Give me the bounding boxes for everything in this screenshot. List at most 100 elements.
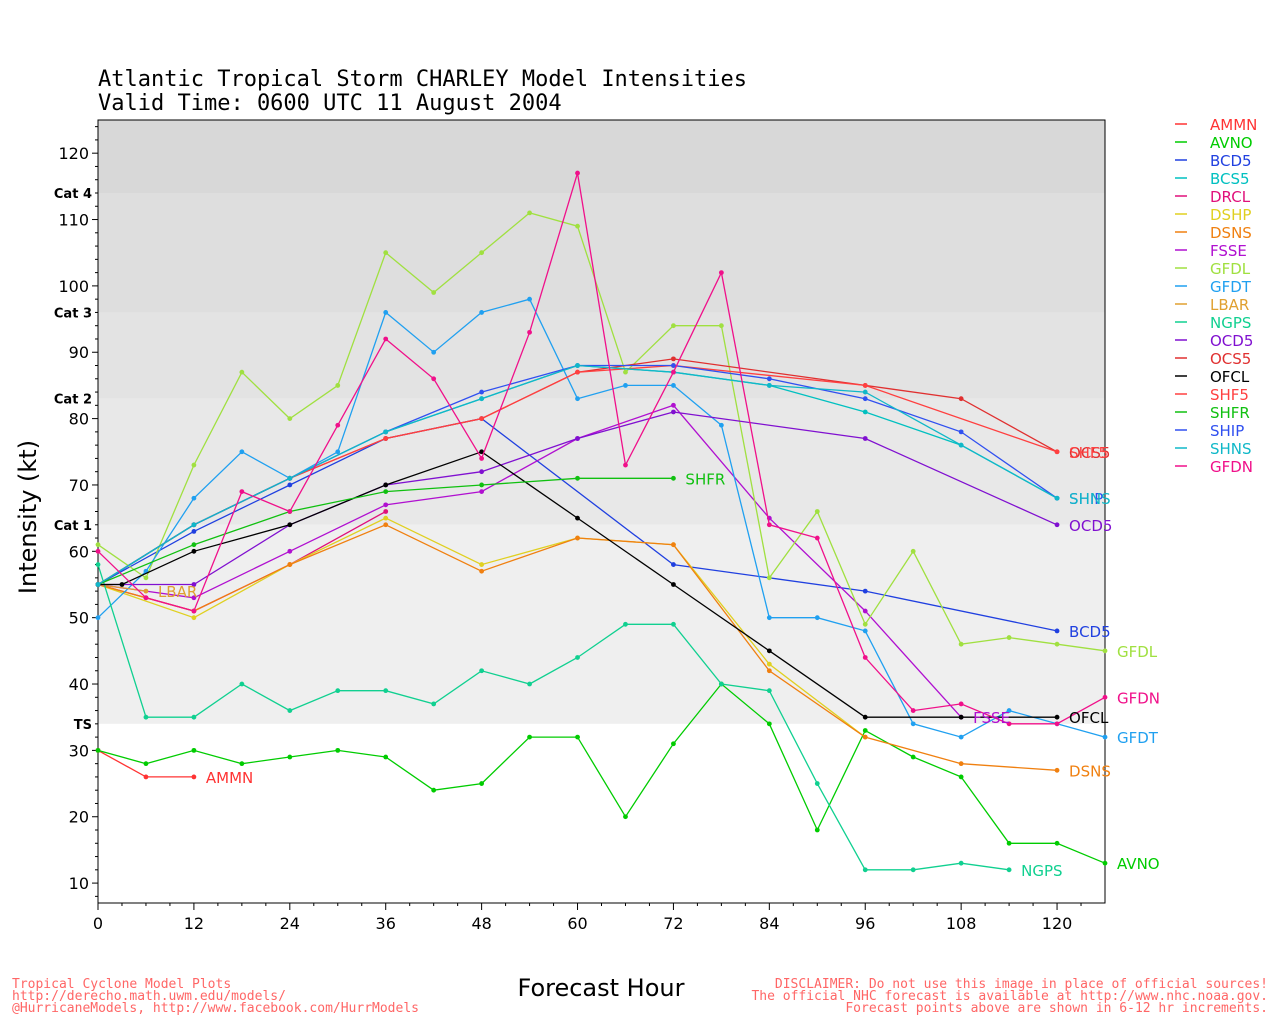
data-point-gfdl: [431, 290, 437, 295]
data-point-fsse: [862, 608, 868, 614]
data-point-avno: [383, 754, 389, 760]
data-point-ammn: [191, 774, 197, 780]
legend-label-ship: SHIP: [1210, 422, 1244, 440]
legend-label-bcs5: BCS5: [1210, 170, 1250, 188]
data-point-ship: [766, 376, 772, 382]
y-tick-label: 90: [69, 343, 89, 362]
data-point-fsse: [479, 489, 485, 494]
end-label-ocs5: OCS5: [1069, 444, 1110, 462]
data-point-ngps: [335, 688, 341, 694]
data-point-gfdn: [287, 509, 293, 514]
data-point-ngps: [814, 781, 820, 786]
data-point-shns: [958, 442, 964, 448]
data-point-shfr: [575, 475, 580, 481]
data-point-gfdn: [431, 376, 437, 382]
y-tick-label: 50: [69, 609, 89, 628]
data-point-gfdn: [623, 462, 628, 468]
data-point-gfdn: [814, 535, 820, 541]
data-point-dshp: [479, 562, 485, 567]
data-point-gfdn: [1006, 721, 1012, 727]
data-point-ocd5: [1054, 522, 1060, 528]
data-point-gfdn: [383, 336, 389, 342]
data-point-ofcl: [119, 582, 125, 587]
x-tick-label: 48: [471, 914, 491, 933]
data-point-shns: [766, 383, 772, 388]
data-point-gfdl: [479, 250, 485, 256]
data-point-dsns: [575, 535, 580, 541]
data-point-ngps: [910, 867, 916, 873]
data-point-gfdl: [671, 323, 676, 329]
data-point-gfdn: [1054, 721, 1060, 727]
legend-label-ofcl: OFCL: [1210, 368, 1250, 386]
end-label-dsns: DSNS: [1069, 762, 1111, 780]
series-line-gfdl: [97, 212, 1106, 652]
data-point-dsns: [383, 522, 389, 528]
data-point-ngps: [191, 714, 197, 720]
data-point-gfdt: [958, 734, 964, 740]
data-point-gfdl: [335, 383, 341, 388]
data-point-gfdn: [191, 608, 197, 614]
end-label-fsse: FSSE: [973, 709, 1010, 727]
data-point-ngps: [671, 621, 676, 627]
y-tick-label: 10: [69, 874, 89, 893]
footer-right: DISCLAIMER: Do not use this image in pla…: [751, 977, 1268, 1016]
data-point-avno: [1054, 840, 1060, 846]
data-point-ngps: [575, 655, 580, 660]
data-point-gfdn: [575, 170, 580, 176]
series-gfdl: [95, 210, 1108, 654]
data-point-gfdt: [95, 615, 101, 621]
data-point-avno: [431, 787, 437, 793]
legend-label-dsns: DSNS: [1210, 224, 1252, 242]
data-point-ofcl: [383, 482, 389, 488]
data-point-avno: [335, 747, 341, 753]
footer-right-line-1: DISCLAIMER: Do not use this image in pla…: [775, 977, 1268, 992]
data-point-gfdl: [1102, 648, 1108, 654]
data-point-ofcl: [671, 582, 676, 587]
data-point-avno: [958, 774, 964, 780]
data-point-gfdn: [671, 369, 676, 375]
y-tick-label: 80: [69, 410, 89, 429]
data-point-ngps: [1006, 867, 1012, 873]
x-tick-label: 12: [184, 914, 204, 933]
data-point-gfdl: [287, 416, 293, 422]
data-point-shns: [862, 389, 868, 395]
data-point-gfdl: [814, 509, 820, 514]
data-point-bcd5: [862, 588, 868, 594]
legend-label-bcd5: BCD5: [1210, 152, 1252, 170]
y-tick-label: 110: [58, 211, 89, 230]
data-point-gfdt: [1006, 708, 1012, 713]
data-point-ngps: [479, 668, 485, 674]
end-label-ammn: AMMN: [206, 769, 253, 787]
band-cat-4: [98, 120, 1105, 193]
data-point-ngps: [958, 860, 964, 866]
data-point-gfdl: [95, 542, 101, 548]
y-tick-label: 20: [69, 808, 89, 827]
data-point-dsns: [862, 734, 868, 740]
data-point-ammn: [143, 774, 149, 780]
end-label-shf5: SHF5: [1069, 444, 1108, 462]
data-point-ocd5: [191, 582, 197, 587]
data-point-shfr: [479, 482, 485, 488]
series-gfdn: [95, 170, 1108, 727]
data-point-lbar: [143, 588, 149, 594]
band-cat-2: [98, 312, 1105, 399]
series-shns: [95, 363, 1060, 587]
data-point-ngps: [383, 688, 389, 694]
data-point-avno: [575, 734, 580, 740]
band-ts: [98, 524, 1105, 724]
data-point-ofcl: [862, 714, 868, 720]
series-line-ngps: [97, 564, 1010, 871]
data-point-ofcl: [191, 548, 197, 554]
legend-label-shfr: SHFR: [1210, 404, 1250, 422]
data-point-shfr: [383, 489, 389, 494]
series-gfdt: [95, 296, 1108, 740]
data-point-shfr: [191, 542, 197, 548]
legend-label-shf5: SHF5: [1210, 386, 1249, 404]
y-axis-ticks: 10 20 30 40 50 60 70 80 90 100 110 120: [58, 126, 98, 897]
series-line-ofcl: [98, 451, 1057, 718]
data-point-gfdn: [1102, 694, 1108, 700]
data-point-ngps: [431, 701, 437, 707]
data-point-ocd5: [671, 409, 676, 415]
legend: AMMNAVNOBCD5BCS5DRCLDSHPDSNSFSSEGFDLGFDT…: [1175, 116, 1257, 476]
x-tick-label: 108: [946, 914, 977, 933]
